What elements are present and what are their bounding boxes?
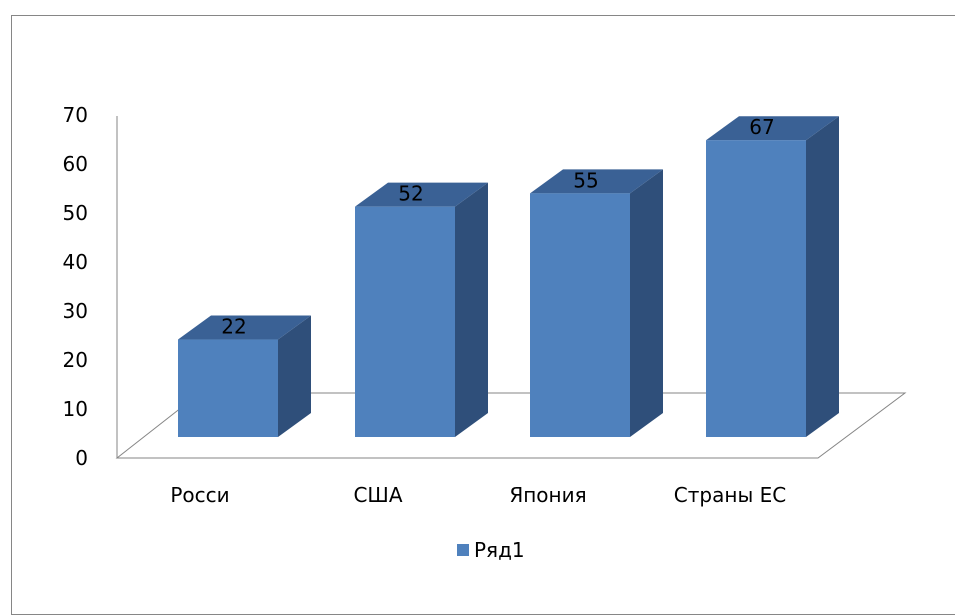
legend-swatch	[457, 544, 469, 556]
bar-side	[806, 116, 839, 437]
chart-svg: 0 10 20 30 40 50 60 70 22 Росси 52 США 55 Япония 67 Ст…	[63, 103, 907, 562]
y-tick-label: 20	[63, 348, 88, 372]
data-label: 67	[749, 115, 774, 139]
y-tick-label: 30	[63, 299, 88, 323]
y-tick-label: 60	[63, 152, 88, 176]
y-tick-label: 70	[63, 103, 88, 127]
bar	[355, 206, 455, 437]
bar-top	[355, 182, 488, 207]
category-label: Страны ЕС	[674, 483, 786, 507]
bar	[530, 193, 630, 437]
y-tick-label: 10	[63, 397, 88, 421]
bar	[706, 140, 806, 437]
legend-series-name: Ряд1	[474, 538, 525, 562]
bar-side	[630, 169, 663, 437]
bar	[178, 339, 278, 437]
y-tick-label: 40	[63, 250, 88, 274]
category-label: Япония	[509, 483, 586, 507]
chart-floor	[115, 392, 907, 459]
y-tick-label: 0	[75, 446, 88, 470]
bar-side	[455, 182, 488, 437]
data-label: 55	[573, 168, 598, 192]
bar-side	[278, 315, 311, 437]
category-label: США	[353, 483, 402, 507]
data-label: 52	[398, 182, 423, 206]
bar-top	[530, 169, 663, 194]
bar-top	[706, 116, 839, 141]
data-label: 22	[221, 315, 246, 339]
bar-top	[178, 315, 311, 340]
y-tick-label: 50	[63, 201, 88, 225]
category-label: Росси	[170, 483, 229, 507]
